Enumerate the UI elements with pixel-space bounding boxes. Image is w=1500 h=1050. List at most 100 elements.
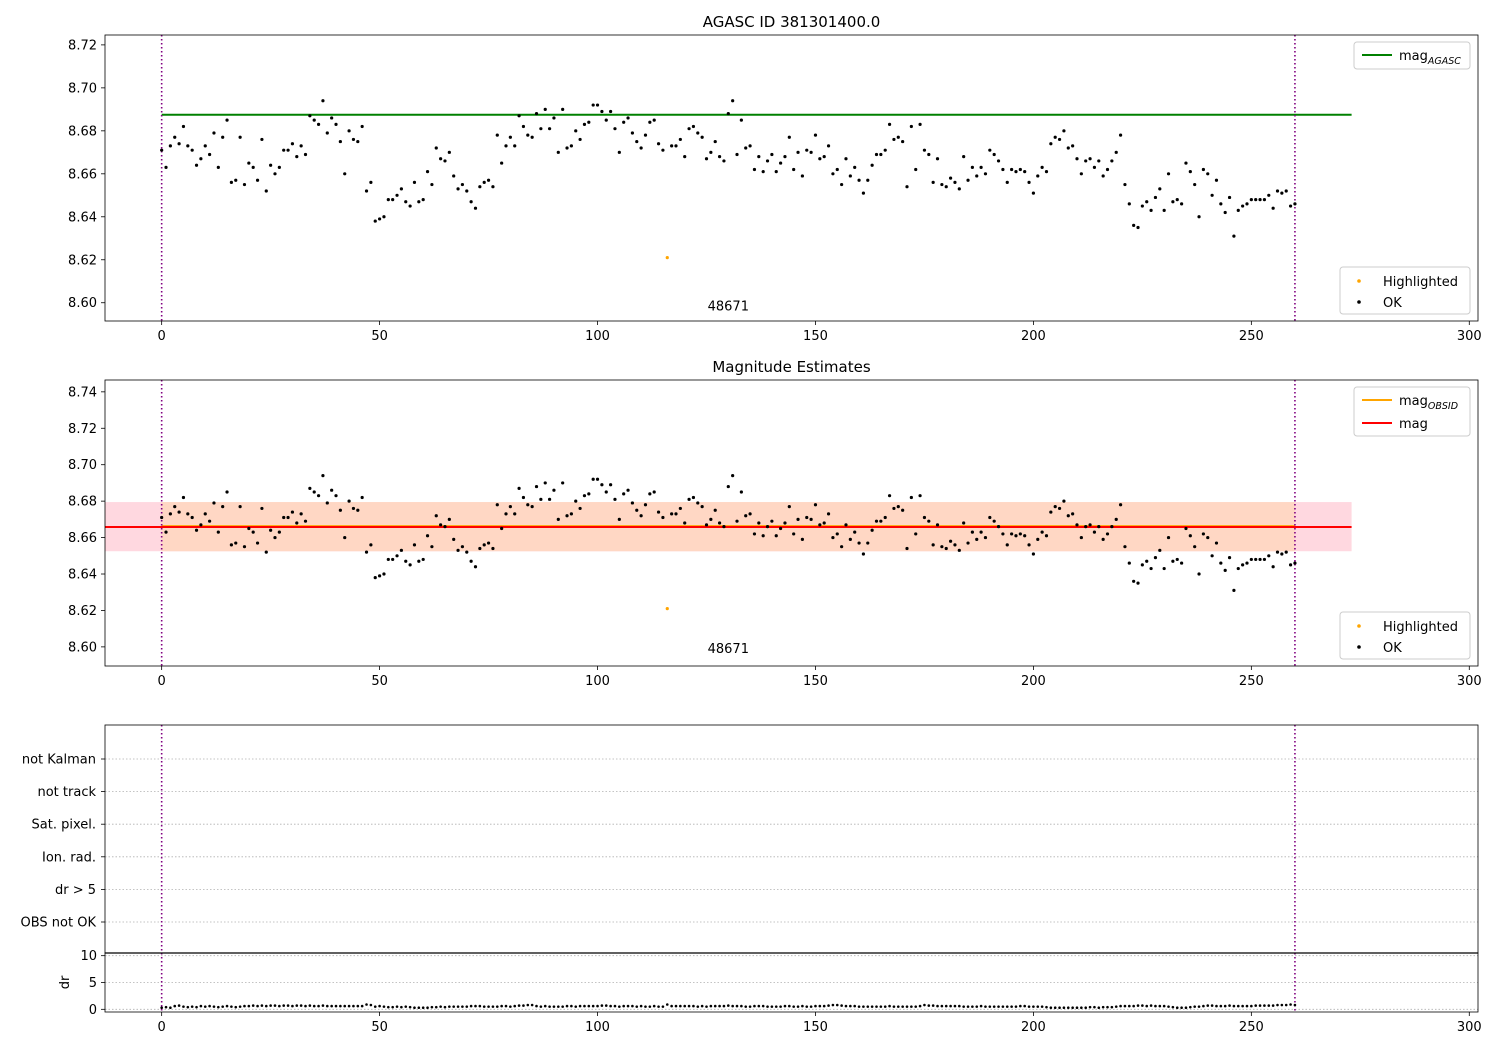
- ok-point: [295, 155, 299, 159]
- ok-point: [670, 144, 674, 148]
- ok-point: [774, 170, 778, 174]
- ok-point: [321, 99, 325, 103]
- x-tick-label: 300: [1457, 1020, 1482, 1035]
- dr-point: [417, 1006, 421, 1010]
- ok-point: [887, 494, 892, 498]
- ok-point: [534, 484, 539, 489]
- ok-point: [316, 122, 321, 126]
- y-tick-label: 0: [89, 1003, 97, 1018]
- dr-point: [1223, 1004, 1227, 1008]
- dr-point: [317, 1004, 320, 1008]
- ok-point: [208, 152, 212, 157]
- ok-point: [539, 497, 543, 501]
- dr-point: [779, 1005, 782, 1008]
- ok-point: [822, 521, 826, 525]
- dr-point: [1215, 1004, 1218, 1008]
- dr-point: [587, 1004, 591, 1008]
- ok-point: [1075, 523, 1079, 527]
- legend-point-swatch: [1357, 279, 1361, 283]
- ok-point: [303, 519, 308, 523]
- dr-point: [700, 1004, 704, 1008]
- ok-point: [242, 182, 247, 187]
- ok-point: [164, 165, 168, 169]
- ok-point: [574, 129, 578, 133]
- ok-point: [164, 530, 168, 534]
- ok-point: [473, 565, 478, 569]
- dr-point: [1293, 1003, 1297, 1007]
- ok-point: [495, 503, 499, 507]
- ok-point: [726, 484, 730, 489]
- dr-point: [1005, 1005, 1009, 1008]
- dr-point: [809, 1005, 813, 1008]
- ok-point: [617, 517, 621, 521]
- ok-point: [238, 505, 242, 509]
- dr-point: [513, 1004, 517, 1008]
- ok-point: [687, 127, 691, 131]
- ok-point: [656, 510, 661, 514]
- dr-point: [561, 1005, 564, 1008]
- ok-point: [473, 206, 478, 210]
- ok-point: [543, 481, 547, 485]
- ok-point: [805, 148, 809, 152]
- dr-point: [1040, 1005, 1044, 1008]
- ok-point: [212, 501, 216, 505]
- ok-point: [587, 492, 591, 496]
- ok-point: [1280, 191, 1284, 195]
- dr-point: [491, 1005, 495, 1008]
- ok-point: [792, 167, 796, 172]
- ok-point: [312, 490, 316, 494]
- ok-point: [635, 139, 639, 144]
- dr-point: [988, 1005, 992, 1008]
- ok-point: [1184, 161, 1188, 165]
- ok-point: [1114, 517, 1118, 521]
- dr-point: [1197, 1005, 1201, 1008]
- ok-point: [1001, 532, 1005, 536]
- dr-point: [1023, 1004, 1026, 1008]
- dr-point: [766, 1005, 769, 1008]
- dr-point: [1167, 1005, 1170, 1008]
- ok-point: [857, 178, 861, 182]
- chart-title: AGASC ID 381301400.0: [703, 13, 881, 31]
- dr-point: [635, 1005, 639, 1008]
- ok-point: [229, 180, 234, 185]
- ok-point: [1210, 554, 1214, 558]
- ok-point: [630, 131, 635, 135]
- ok-point: [469, 559, 473, 563]
- legend-frame: [1339, 611, 1471, 660]
- dr-point: [308, 1004, 312, 1007]
- legend-points: Highlighted OK: [1339, 611, 1471, 660]
- dr-point: [652, 1004, 656, 1008]
- ok-point: [1180, 202, 1184, 206]
- ok-point: [591, 103, 595, 107]
- dr-point: [343, 1004, 347, 1008]
- ok-point: [700, 505, 704, 509]
- y-tick-label: 8.72: [68, 422, 97, 437]
- ok-point: [343, 172, 347, 176]
- ok-point: [1149, 208, 1153, 212]
- dr-point: [1019, 1004, 1022, 1008]
- dr-point: [975, 1005, 979, 1008]
- dr-point: [225, 1004, 229, 1008]
- dr-point: [910, 1005, 913, 1008]
- ok-point: [892, 137, 896, 142]
- ok-point: [369, 180, 373, 185]
- dr-point: [574, 1005, 578, 1008]
- ok-point: [225, 490, 229, 494]
- ok-point: [818, 157, 822, 161]
- dr-point: [661, 1005, 665, 1008]
- ok-point: [264, 189, 268, 193]
- ok-point: [508, 135, 512, 139]
- ok-point: [1062, 129, 1066, 133]
- ok-point: [569, 512, 573, 516]
- dr-point: [548, 1005, 551, 1008]
- dr-point: [378, 1004, 381, 1008]
- dr-point: [835, 1003, 839, 1007]
- dr-point: [1093, 1005, 1096, 1009]
- ok-point: [194, 528, 199, 532]
- ok-point: [1241, 204, 1245, 208]
- x-tick-label: 200: [1021, 674, 1046, 689]
- ok-point: [1005, 180, 1009, 185]
- dr-point: [1180, 1006, 1183, 1010]
- dr-point: [1053, 1006, 1057, 1010]
- ok-point: [500, 161, 504, 165]
